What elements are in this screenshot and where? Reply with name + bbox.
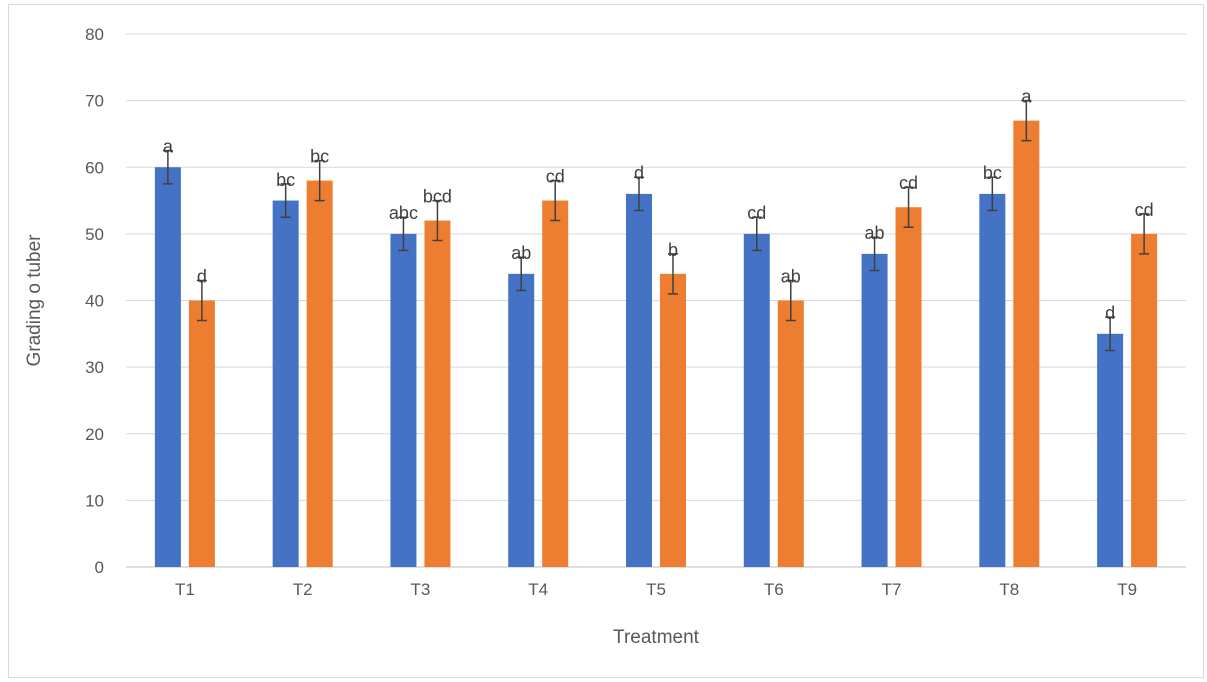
bar bbox=[1013, 120, 1040, 568]
y-tick-label: 30 bbox=[85, 358, 104, 377]
data-label: d bbox=[197, 267, 207, 287]
error-bar bbox=[432, 199, 443, 242]
error-bar bbox=[785, 279, 796, 322]
error-bar bbox=[516, 256, 527, 292]
data-label: cd bbox=[546, 167, 565, 187]
bar bbox=[542, 200, 569, 567]
x-tick-label: T5 bbox=[646, 580, 666, 599]
data-label: d bbox=[1105, 303, 1115, 323]
error-bar bbox=[314, 159, 325, 202]
y-tick-label: 0 bbox=[95, 558, 104, 577]
error-bar bbox=[398, 216, 409, 252]
x-tick-label: T3 bbox=[411, 580, 431, 599]
x-axis-title: Treatment bbox=[613, 627, 700, 648]
error-bar bbox=[1139, 213, 1150, 255]
bar bbox=[188, 300, 215, 567]
bar bbox=[861, 253, 888, 568]
x-tick-label: T7 bbox=[882, 580, 902, 599]
x-tick-label: T2 bbox=[293, 580, 313, 599]
x-tick-label: T4 bbox=[528, 580, 548, 599]
bar bbox=[154, 167, 181, 567]
bar bbox=[979, 193, 1006, 567]
data-label: abc bbox=[389, 203, 418, 223]
y-axis-title: Grading o tuber bbox=[24, 234, 45, 367]
error-bar bbox=[668, 253, 678, 295]
data-label: b bbox=[668, 240, 678, 260]
data-label: cd bbox=[747, 203, 766, 223]
y-tick-label: 20 bbox=[85, 425, 104, 444]
data-label: ab bbox=[781, 267, 801, 287]
error-bars bbox=[162, 99, 1150, 352]
y-tick-label: 60 bbox=[85, 158, 104, 177]
error-bar bbox=[196, 279, 207, 322]
data-label: a bbox=[163, 137, 174, 157]
data-label: cd bbox=[1135, 200, 1154, 220]
bar bbox=[272, 200, 299, 567]
bar bbox=[306, 180, 333, 567]
data-label: ab bbox=[511, 243, 531, 263]
error-bar bbox=[751, 216, 762, 252]
y-tick-label: 80 bbox=[85, 25, 104, 44]
error-bar bbox=[903, 186, 914, 228]
bar bbox=[390, 233, 417, 567]
gridlines bbox=[126, 33, 1186, 568]
bar bbox=[895, 207, 922, 567]
bar bbox=[1097, 333, 1124, 567]
x-tick-label: T8 bbox=[999, 580, 1019, 599]
x-tick-label: T1 bbox=[175, 580, 195, 599]
bar bbox=[777, 300, 804, 567]
error-bar bbox=[280, 183, 291, 218]
bar bbox=[508, 273, 535, 567]
error-bar bbox=[1021, 99, 1032, 142]
data-label: d bbox=[634, 163, 644, 183]
data-label: a bbox=[1021, 87, 1032, 107]
error-bar bbox=[162, 149, 173, 185]
bar bbox=[660, 273, 686, 567]
data-label: bcd bbox=[423, 187, 452, 207]
data-label: bc bbox=[310, 147, 329, 167]
bar bbox=[424, 220, 451, 568]
x-tick-label: T6 bbox=[764, 580, 784, 599]
y-tick-label: 40 bbox=[85, 292, 104, 311]
y-tick-label: 10 bbox=[85, 491, 104, 510]
bar bbox=[743, 233, 770, 567]
bar bbox=[1131, 233, 1158, 567]
y-tick-label: 50 bbox=[85, 225, 104, 244]
error-bar bbox=[987, 176, 998, 212]
data-label: ab bbox=[865, 223, 885, 243]
error-bar bbox=[1105, 316, 1116, 352]
bar bbox=[626, 193, 652, 567]
data-label: cd bbox=[899, 173, 918, 193]
x-tick-label: T9 bbox=[1117, 580, 1137, 599]
y-tick-label: 70 bbox=[85, 92, 104, 111]
data-label: bc bbox=[983, 163, 1002, 183]
bars bbox=[154, 120, 1158, 568]
data-label: bc bbox=[276, 170, 295, 190]
error-bar bbox=[869, 236, 880, 272]
error-bar bbox=[550, 179, 561, 222]
error-bar bbox=[634, 176, 644, 212]
tick-labels: 0 10 20 30 40 50 60 70 80 T1 T2 T3 T4 T5 T6 T7 T8 T9 bbox=[85, 25, 1137, 599]
